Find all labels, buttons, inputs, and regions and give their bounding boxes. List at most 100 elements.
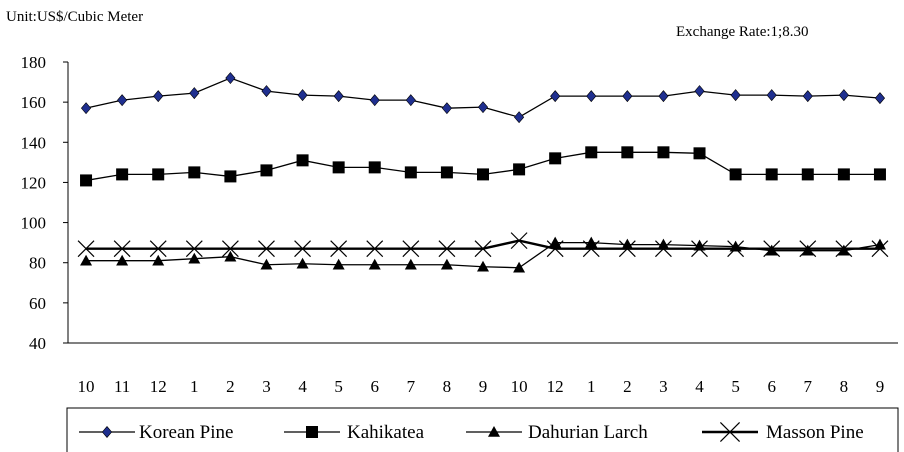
data-point [366, 240, 384, 258]
x-marker-stroke [763, 240, 781, 258]
data-point [622, 90, 633, 103]
data-point [296, 154, 309, 167]
x-marker-stroke [330, 240, 348, 258]
x-marker-stroke [366, 240, 384, 258]
x-marker-stroke [438, 240, 456, 258]
data-point [549, 236, 562, 248]
exchange-rate-label: Exchange Rate:1;8.30 [676, 24, 809, 40]
y-tick-label: 180 [21, 53, 47, 72]
legend-label: Dahurian Larch [528, 422, 648, 443]
x-marker-stroke [185, 240, 203, 258]
data-point [369, 94, 380, 107]
x-tick-label: 10 [78, 377, 95, 396]
data-point [763, 240, 781, 258]
data-point [694, 85, 705, 98]
data-point [766, 89, 777, 102]
data-point [765, 244, 778, 256]
data-point [224, 170, 237, 183]
data-point [546, 240, 564, 258]
legend-box [66, 407, 899, 452]
data-point [802, 90, 813, 103]
data-point [260, 258, 273, 270]
data-point [188, 252, 201, 264]
x-tick-label: 11 [114, 377, 130, 396]
data-point [221, 240, 239, 258]
data-point [152, 254, 165, 266]
x-tick-label: 7 [407, 377, 416, 396]
legend-marker [488, 426, 500, 437]
y-tick-label: 140 [21, 133, 47, 152]
x-tick-label: 9 [876, 377, 885, 396]
data-point [438, 240, 456, 258]
series-korean-pine [80, 72, 886, 124]
x-marker-stroke [546, 240, 564, 258]
x-tick-label: 12 [150, 377, 167, 396]
data-point [658, 90, 669, 103]
data-point [838, 89, 849, 102]
x-tick-label: 3 [262, 377, 271, 396]
data-point [621, 238, 634, 250]
data-point [294, 240, 311, 258]
data-point [332, 161, 345, 174]
legend-marker [719, 421, 741, 443]
x-tick-label: 10 [511, 377, 528, 396]
data-point [333, 90, 344, 103]
data-point [585, 146, 598, 159]
data-point [225, 72, 236, 85]
data-point [440, 258, 453, 270]
x-tick-label: 12 [547, 377, 564, 396]
data-point [513, 261, 526, 273]
data-point [837, 168, 850, 181]
series-kahikatea [80, 146, 886, 187]
data-point [188, 166, 201, 179]
legend-item: Masson Pine [702, 421, 864, 443]
data-point [474, 240, 492, 258]
data-point [113, 240, 131, 258]
data-point [261, 85, 272, 98]
data-point [801, 168, 814, 181]
x-marker-stroke [727, 240, 745, 258]
data-point [189, 87, 200, 100]
chart-legend: Korean Pine Kahikatea Dahurian Larch Masson… [66, 407, 899, 452]
legend-marker [306, 426, 318, 438]
series-line [86, 239, 880, 250]
data-point [80, 174, 93, 187]
data-point [691, 240, 708, 258]
data-point [149, 240, 167, 258]
data-point [185, 240, 203, 258]
data-point [693, 147, 706, 160]
data-point [404, 166, 417, 179]
x-tick-label: 1 [190, 377, 199, 396]
data-point [477, 260, 489, 272]
data-point [330, 240, 348, 258]
y-tick-label: 80 [29, 254, 46, 273]
y-tick-label: 100 [21, 214, 47, 233]
data-point [549, 152, 562, 165]
data-point [873, 168, 886, 181]
data-point [152, 168, 165, 181]
data-point [402, 240, 420, 258]
data-point [514, 111, 525, 124]
data-point [153, 90, 164, 103]
x-marker-stroke [655, 240, 672, 258]
data-point [477, 168, 489, 181]
data-point [730, 89, 741, 102]
x-marker-stroke [474, 240, 492, 258]
y-tick-label: 40 [29, 334, 46, 353]
legend-label: Masson Pine [766, 422, 864, 443]
x-tick-label: 3 [659, 377, 668, 396]
x-tick-label: 8 [443, 377, 452, 396]
x-marker-stroke [402, 240, 420, 258]
data-point [224, 250, 237, 262]
x-marker-stroke [149, 240, 167, 258]
x-tick-label: 5 [731, 377, 740, 396]
legend-item: Kahikatea [284, 422, 425, 443]
x-marker-stroke [77, 240, 95, 258]
x-tick-label: 7 [804, 377, 813, 396]
x-marker-stroke [835, 240, 853, 258]
data-point [582, 240, 600, 258]
x-tick-label: 5 [334, 377, 343, 396]
data-point [441, 102, 452, 115]
